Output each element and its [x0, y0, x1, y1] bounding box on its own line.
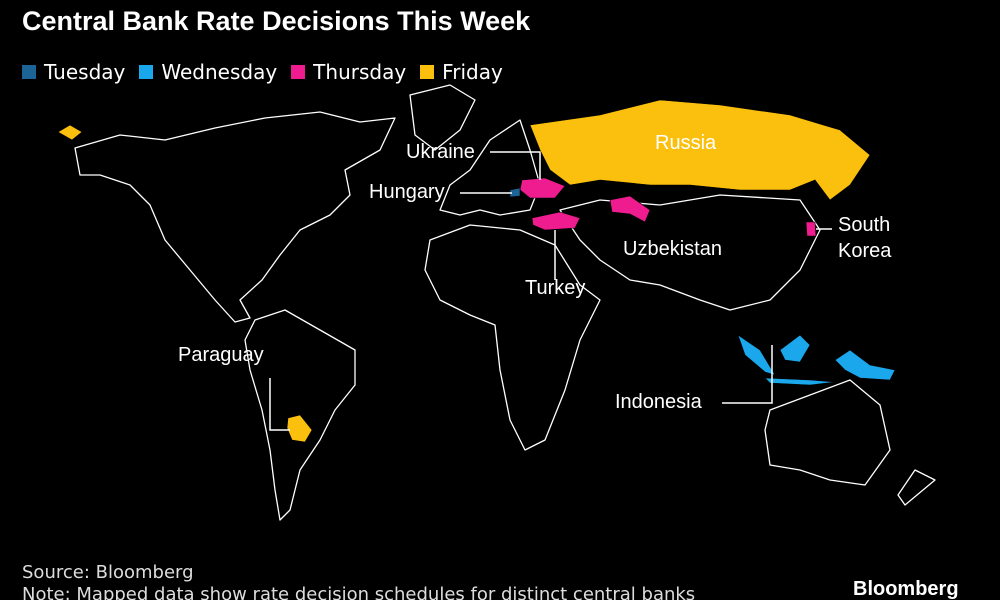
new-zealand	[897, 469, 936, 506]
legend-swatch	[22, 65, 36, 79]
legend-item: Friday	[420, 60, 503, 84]
country-label: Turkey	[525, 277, 586, 299]
country-label: South Korea	[838, 214, 892, 262]
legend-swatch	[291, 65, 306, 79]
turkey-shape	[531, 211, 581, 231]
legend-swatch	[139, 65, 154, 79]
legend-label: Wednesday	[161, 60, 278, 84]
country-label: Russia	[655, 132, 717, 154]
africa	[424, 224, 601, 451]
uzbekistan-shape	[609, 195, 651, 223]
country-label: Paraguay	[178, 344, 264, 366]
legend-item: Tuesday	[22, 60, 125, 84]
leader-paraguay	[269, 378, 290, 431]
legend: Tuesday Wednesday Thursday Friday	[22, 60, 503, 84]
australia	[764, 379, 891, 486]
leader-lines	[269, 151, 832, 431]
leader-indonesia	[722, 345, 773, 404]
country-label: Hungary	[369, 181, 445, 203]
legend-label: Tuesday	[44, 60, 126, 84]
brand-logo: Bloomberg	[853, 578, 959, 600]
country-label: Uzbekistan	[623, 238, 722, 260]
south-korea-shape	[805, 221, 817, 237]
source: Source: Bloomberg	[22, 562, 194, 583]
asia	[559, 194, 821, 311]
note: Note: Mapped data show rate decision sch…	[22, 584, 696, 600]
ukraine-shape	[519, 177, 566, 199]
country-label: Indonesia	[615, 391, 702, 413]
title: Central Bank Rate Decisions This Week	[22, 6, 531, 36]
greenland	[409, 84, 476, 151]
leader-ukraine	[490, 151, 541, 180]
chukotka-shape	[57, 124, 83, 141]
legend-item: Thursday	[291, 60, 406, 84]
legend-label: Friday	[442, 60, 503, 84]
indonesia-shape	[737, 334, 896, 386]
legend-label: Thursday	[313, 60, 407, 84]
legend-item: Wednesday	[139, 60, 277, 84]
hungary-shape	[509, 187, 521, 198]
legend-swatch	[420, 65, 435, 79]
country-label: Ukraine	[406, 141, 475, 163]
north-america	[74, 111, 396, 323]
russia-shape	[529, 99, 871, 201]
highlighted-countries	[57, 99, 896, 443]
paraguay-shape	[286, 414, 313, 443]
